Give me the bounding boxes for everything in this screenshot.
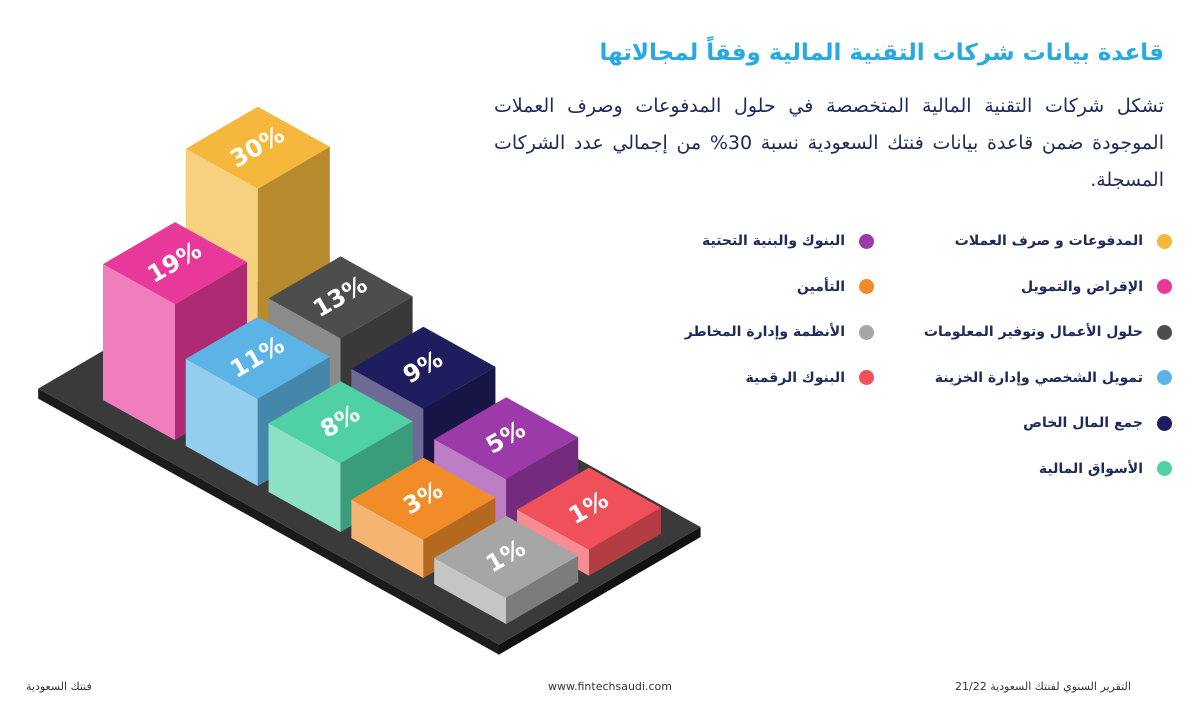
bar-front	[351, 499, 424, 578]
footer-right: التقرير السنوي لفنتك السعودية 21/22	[955, 680, 1131, 693]
bar-side	[589, 507, 661, 576]
legend-label: المدفوعات و صرف العملات	[954, 233, 1143, 249]
legend-label: تمويل الشخصي وإدارة الخزينة	[934, 369, 1143, 386]
legend-entry: حلول الأعمال وتوفير المعلومات	[924, 324, 1172, 340]
legend-swatch	[859, 324, 874, 340]
bar-front	[185, 358, 258, 486]
bar-top	[268, 381, 413, 464]
legend-swatch	[1157, 415, 1172, 431]
chart-title: قاعدة بيانات شركات التقنية المالية وفقاً…	[599, 40, 1164, 66]
legend-label: حلول الأعمال وتوفير المعلومات	[923, 324, 1143, 340]
bar-front	[434, 557, 507, 624]
bar-side-shade	[589, 507, 661, 576]
legend-label: الإقراض والتمويل	[1021, 278, 1143, 295]
legend-swatch	[859, 370, 874, 385]
footer-left: فنتك السعودية	[26, 680, 92, 693]
legend-swatch	[859, 279, 874, 294]
legend-swatch	[1157, 279, 1172, 294]
bar-front-shade	[434, 557, 507, 624]
legend-entry: التأمين	[797, 279, 874, 295]
bar-top	[103, 222, 247, 305]
platform-side	[38, 388, 499, 655]
bar-top	[517, 467, 661, 550]
bar-front-shade	[268, 423, 341, 532]
bar-top	[351, 457, 496, 540]
bar-top	[185, 316, 330, 399]
bar-top	[434, 515, 579, 598]
bar-top	[434, 397, 579, 480]
legend-entry: البنوك والبنية التحتية	[702, 233, 874, 249]
legend-label: البنوك الرقمية	[745, 369, 846, 386]
bar-top	[351, 326, 496, 409]
chart-subtitle: تشكل شركات التقنية المالية المتخصصة في ح…	[494, 95, 1164, 191]
legend-swatch	[1157, 461, 1172, 476]
bar-front-shade	[351, 499, 424, 578]
legend-entry: البنوك الرقمية	[745, 369, 874, 386]
legend-entry: الإقراض والتمويل	[1021, 279, 1172, 295]
bar-front-shade	[185, 358, 258, 486]
legend-swatch	[859, 233, 874, 249]
footer-center: www.fintechsaudi.com	[548, 680, 672, 693]
legend-label: الأنظمة وإدارة المخاطر	[684, 324, 845, 340]
bar-top	[185, 106, 330, 189]
legend-entry: جمع المال الخاص	[1023, 415, 1172, 431]
bar-side-shade	[506, 555, 579, 624]
legend-label: التأمين	[796, 278, 845, 295]
bar-front-shade	[103, 264, 175, 440]
legend-swatch	[1157, 370, 1172, 385]
bar-side	[506, 555, 579, 624]
bar-front	[268, 423, 341, 532]
legend-label: جمع المال الخاص	[1023, 415, 1143, 431]
bar-front	[103, 264, 175, 440]
legend-entry: تمويل الشخصي وإدارة الخزينة	[935, 370, 1172, 386]
chart: 30%19%13%11% 9%8% 5%3% 1%1%	[38, 106, 701, 655]
legend-label: الأسواق المالية	[1038, 460, 1143, 477]
platform-side	[499, 527, 701, 655]
legend-swatch	[1157, 233, 1172, 249]
bar-top	[268, 256, 413, 339]
legend-entry: الأنظمة وإدارة المخاطر	[685, 324, 874, 340]
legend-entry: المدفوعات و صرف العملات	[955, 233, 1172, 249]
bar: 11%	[185, 316, 330, 486]
bar: 1%	[434, 515, 579, 624]
legend-entry: الأسواق المالية	[1039, 461, 1172, 477]
legend-swatch	[1157, 324, 1172, 340]
legend-label: البنوك والبنية التحتية	[701, 233, 845, 249]
